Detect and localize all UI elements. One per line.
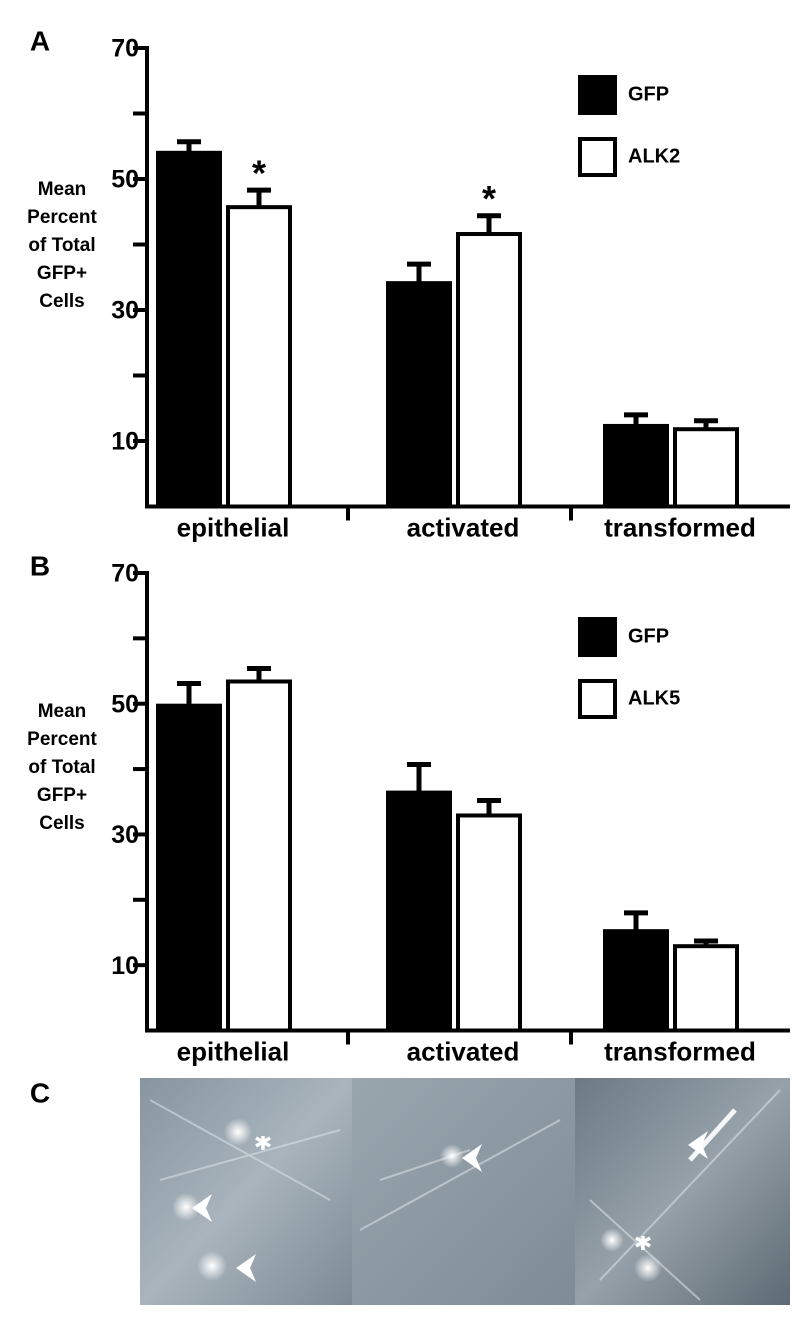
cell: [600, 1228, 624, 1252]
panel-label: B: [30, 550, 50, 581]
image-tile: [352, 1078, 575, 1305]
cell-process: [149, 1089, 781, 1301]
panel-label: A: [30, 25, 50, 56]
legend-label: GFP: [628, 83, 669, 105]
arrowhead: [192, 1131, 708, 1282]
bar: [673, 427, 739, 509]
legend-swatch: [578, 137, 617, 177]
y-axis-label: Mean: [38, 179, 87, 200]
bar: [386, 281, 452, 509]
bar: [226, 205, 292, 509]
significance-marker: *: [482, 178, 496, 219]
y-tick-label: 10: [111, 428, 139, 456]
y-tick-label: 70: [111, 560, 139, 588]
panel-label: C: [30, 1077, 50, 1108]
bar: [226, 679, 292, 1033]
y-axis-label: Percent: [27, 729, 97, 750]
y-axis-label: of Total: [28, 235, 95, 256]
bar: [456, 813, 522, 1033]
bar: [673, 944, 739, 1033]
x-tick-label: transformed: [604, 1036, 756, 1066]
cell-process: [688, 1108, 737, 1162]
bar: [156, 150, 222, 509]
cell: [440, 1144, 464, 1168]
y-tick-label: 30: [111, 821, 139, 849]
legend-label: ALK5: [628, 687, 680, 709]
bar: [603, 423, 669, 509]
x-tick-label: activated: [407, 1036, 520, 1066]
cell: [224, 1118, 252, 1146]
y-axis-label: Mean: [38, 701, 87, 722]
y-tick-label: 70: [111, 35, 139, 63]
x-tick-label: epithelial: [177, 512, 290, 542]
y-axis-label: Cells: [39, 813, 84, 834]
legend-label: GFP: [628, 625, 669, 647]
y-tick-label: 30: [111, 297, 139, 325]
legend-swatch: [578, 75, 617, 115]
y-tick-label: 50: [111, 166, 139, 194]
cell: [172, 1193, 200, 1221]
legend-swatch: [578, 617, 617, 657]
y-axis-label: Cells: [39, 291, 84, 312]
cell: [197, 1251, 227, 1281]
bar: [456, 232, 522, 509]
y-axis-label: GFP+: [37, 263, 87, 284]
micrograph: [140, 1078, 790, 1305]
x-tick-label: activated: [407, 512, 520, 542]
y-axis-label: of Total: [28, 757, 95, 778]
significance-marker: *: [252, 153, 266, 194]
x-tick-label: transformed: [604, 512, 756, 542]
x-tick-label: epithelial: [177, 1036, 290, 1066]
y-axis-label: GFP+: [37, 785, 87, 806]
y-tick-label: 50: [111, 690, 139, 718]
bar: [156, 703, 222, 1033]
y-tick-label: 10: [111, 952, 139, 980]
legend-label: ALK2: [628, 145, 680, 167]
y-axis-label: Percent: [27, 207, 97, 228]
asterisk-marker: [255, 1136, 651, 1250]
cell: [634, 1254, 662, 1282]
bar: [386, 790, 452, 1033]
legend-swatch: [578, 679, 617, 719]
bar: [603, 929, 669, 1033]
